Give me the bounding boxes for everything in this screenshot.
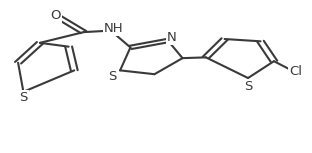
Text: NH: NH <box>104 22 124 35</box>
Text: S: S <box>244 80 252 93</box>
Text: O: O <box>50 9 61 22</box>
Text: Cl: Cl <box>289 65 302 78</box>
Text: N: N <box>167 31 177 44</box>
Text: S: S <box>19 91 27 104</box>
Text: S: S <box>108 70 116 83</box>
